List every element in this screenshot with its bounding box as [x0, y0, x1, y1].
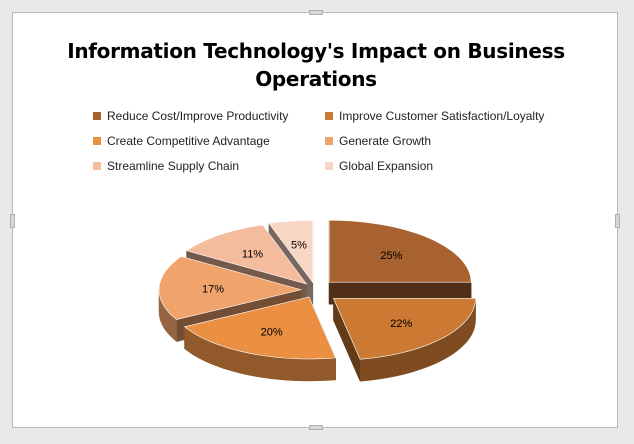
data-label-0: 25%	[380, 250, 402, 262]
legend-label: Improve Customer Satisfaction/Loyalty	[339, 109, 545, 123]
resize-handle-right[interactable]	[615, 214, 620, 228]
chart-title-line-1: Information Technology's Impact on Busin…	[67, 39, 565, 63]
resize-handle-bottom[interactable]	[309, 425, 323, 430]
data-label-3: 17%	[202, 284, 224, 296]
legend-label: Reduce Cost/Improve Productivity	[107, 109, 289, 123]
legend-swatch	[325, 137, 333, 145]
data-label-4: 11%	[242, 249, 263, 261]
chart-area[interactable]: Information Technology's Impact on Busin…	[10, 10, 620, 430]
legend-label: Global Expansion	[339, 159, 434, 173]
legend-swatch	[325, 112, 333, 120]
pie-plot: 25% 22% 20% 17% 11% 5%	[158, 219, 476, 382]
data-label-5: 5%	[291, 239, 307, 251]
legend-item-reduce-cost: Reduce Cost/Improve Productivity	[93, 109, 288, 123]
data-label-1: 22%	[390, 318, 412, 330]
legend-label: Generate Growth	[339, 134, 432, 148]
pie-slice-top	[328, 219, 472, 283]
resize-handle-top[interactable]	[309, 10, 323, 15]
legend-swatch	[325, 162, 333, 170]
pie-slice-2	[183, 296, 337, 382]
legend-swatch	[93, 112, 101, 120]
data-label-2: 20%	[261, 327, 283, 339]
pie-slice-top	[268, 220, 314, 284]
pie-slice-1	[333, 298, 476, 382]
resize-handle-left[interactable]	[10, 214, 15, 228]
legend-label: Streamline Supply Chain	[107, 159, 240, 173]
pie-slice-top	[158, 256, 303, 320]
chart-title: Information Technology's Impact on Busin…	[13, 37, 619, 93]
pie-slice-top	[185, 224, 308, 285]
pie-slice-0	[328, 219, 472, 305]
chart-title-line-2: Operations	[255, 67, 377, 91]
legend-label: Create Competitive Advantage	[107, 134, 270, 148]
legend-item-global-expansion: Global Expansion	[325, 159, 433, 173]
legend-item-customer-satisfaction: Improve Customer Satisfaction/Loyalty	[325, 109, 544, 123]
legend-swatch	[93, 162, 101, 170]
pie-slice-top	[183, 296, 337, 360]
pie-slice-top	[333, 298, 476, 360]
legend-item-competitive-advantage: Create Competitive Advantage	[93, 134, 270, 148]
legend-item-supply-chain: Streamline Supply Chain	[93, 159, 239, 173]
legend-swatch	[93, 137, 101, 145]
legend-item-generate-growth: Generate Growth	[325, 134, 431, 148]
